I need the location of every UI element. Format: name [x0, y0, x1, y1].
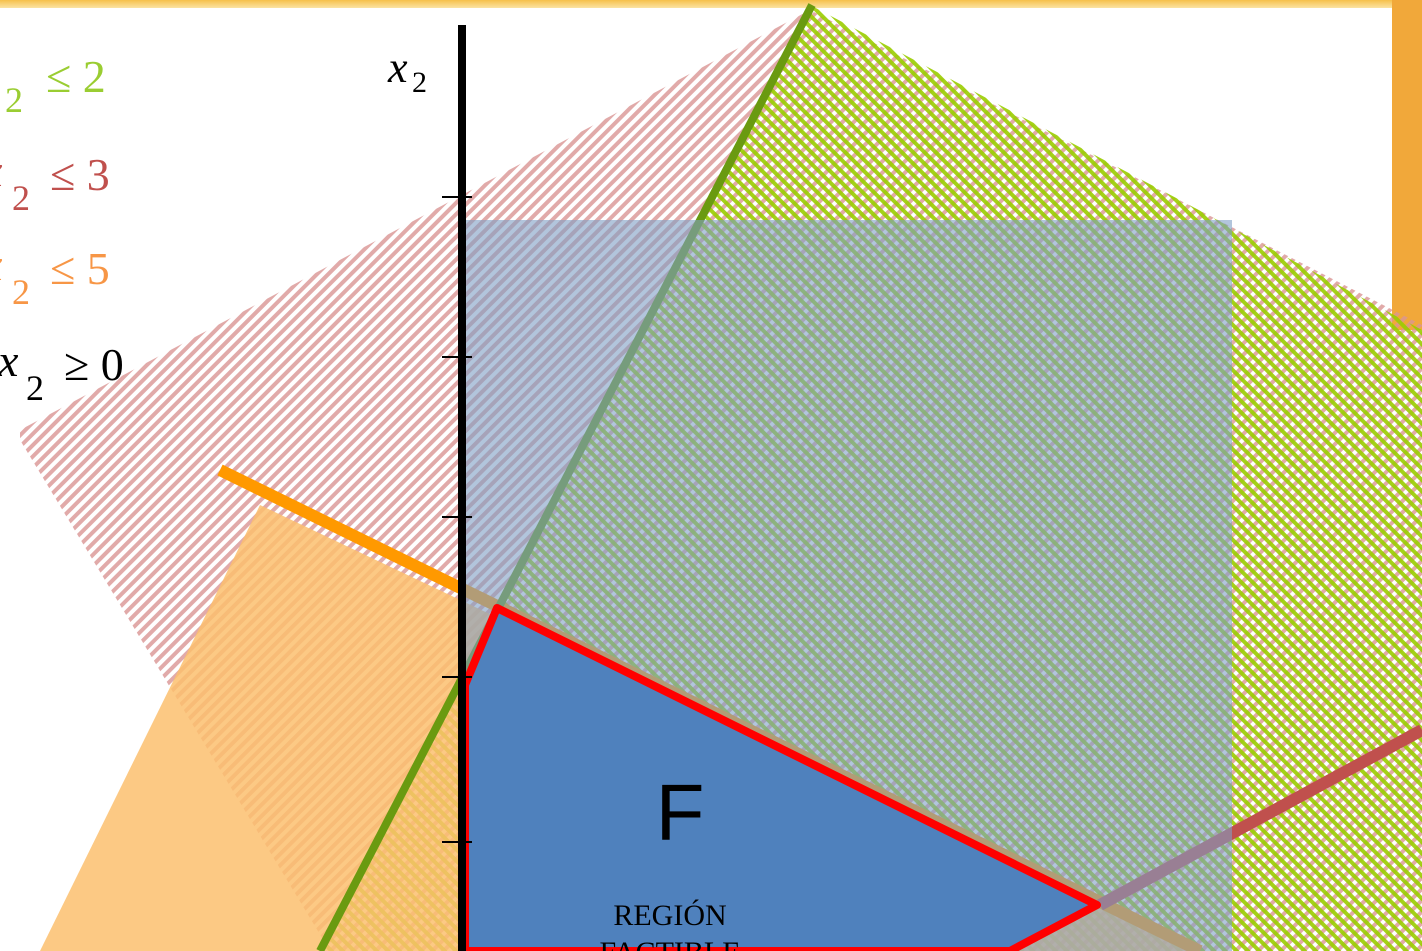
constraint: x 2 ≥ 0: [0, 335, 124, 408]
var: x: [0, 145, 3, 196]
side-border: [1392, 0, 1422, 330]
constraint: x 2 ≤ 2: [5, 51, 106, 120]
var: x: [0, 335, 19, 386]
rel: ≥ 0: [64, 339, 124, 390]
var: x: [0, 239, 3, 290]
sub: 2: [12, 178, 30, 218]
rel: ≤ 3: [50, 149, 110, 200]
constraint: x 2 ≤ 3: [0, 145, 110, 218]
constraint: x 2 ≤ 5: [0, 239, 110, 312]
axis-label: x: [387, 43, 408, 92]
region-label: REGIÓN: [613, 899, 726, 932]
sub: 2: [12, 272, 30, 312]
sub: 2: [5, 80, 23, 120]
sub: 2: [26, 368, 44, 408]
axis-ticks: [442, 196, 472, 843]
top-border: [0, 0, 1422, 8]
region-label: FACTIBLE: [599, 936, 740, 951]
region-letter: F: [656, 768, 705, 857]
axis-sub: 2: [412, 66, 427, 99]
rel: ≤ 5: [50, 243, 110, 294]
rel: ≤ 2: [46, 51, 106, 102]
